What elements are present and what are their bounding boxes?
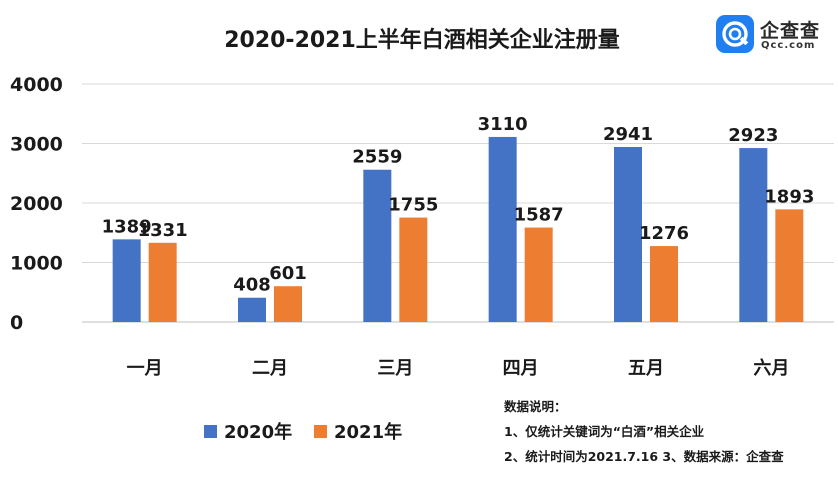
- brand-logo: 企查查 Qcc.com: [716, 15, 826, 55]
- x-tick-label: 五月: [628, 358, 664, 379]
- bar: [650, 246, 678, 322]
- data-label: 1331: [138, 220, 188, 241]
- bar: [399, 217, 428, 322]
- data-label: 2559: [352, 147, 402, 168]
- data-label: 601: [269, 263, 307, 284]
- y-axis: 0 1000 2000 3000 4000: [10, 74, 63, 334]
- bar: [112, 239, 141, 322]
- bar: [274, 286, 302, 322]
- notes-line-2: 2、统计时间为2021.7.16 3、数据来源：企查查: [504, 449, 784, 464]
- legend-swatch: [204, 425, 217, 438]
- qcc-logo-icon: [716, 15, 754, 53]
- x-axis: 一月 二月 三月 四月 五月 六月: [127, 357, 790, 379]
- x-tick-label: 一月: [127, 358, 163, 379]
- legend: 2020年 2021年: [204, 421, 402, 443]
- bar: [739, 148, 768, 322]
- bar: [488, 136, 517, 322]
- chart-title: 2020-2021上半年白酒相关企业注册量: [224, 27, 620, 53]
- data-label: 408: [233, 275, 271, 296]
- data-label: 2941: [603, 124, 653, 145]
- bar: [238, 297, 266, 322]
- y-tick-label: 1000: [10, 253, 63, 275]
- bars: [112, 136, 804, 322]
- notes-line-1: 1、仅统计关键词为“白酒”相关企业: [504, 424, 705, 439]
- data-label: 1389: [102, 216, 152, 237]
- data-label: 1276: [639, 223, 689, 244]
- notes-heading: 数据说明：: [504, 399, 567, 414]
- bar: [148, 242, 177, 322]
- data-notes: 数据说明： 1、仅统计关键词为“白酒”相关企业 2、统计时间为2021.7.16…: [504, 394, 784, 469]
- x-tick-label: 三月: [377, 358, 413, 379]
- y-tick-label: 3000: [10, 134, 63, 156]
- data-label: 1587: [514, 205, 564, 226]
- logo-domain: Qcc.com: [761, 40, 816, 51]
- data-label: 2923: [728, 125, 778, 146]
- bar: [363, 169, 392, 322]
- y-tick-label: 2000: [10, 193, 63, 215]
- logo-name: 企查查: [760, 20, 821, 42]
- bar: [614, 147, 642, 322]
- data-label: 3110: [478, 114, 528, 135]
- legend-label: 2020年: [224, 421, 292, 443]
- data-label: 1893: [764, 186, 814, 207]
- bar: [524, 227, 553, 322]
- gridlines: [82, 83, 834, 323]
- x-tick-label: 四月: [503, 358, 539, 379]
- x-tick-label: 六月: [753, 357, 789, 379]
- y-tick-label: 4000: [10, 74, 63, 96]
- x-tick-label: 二月: [252, 358, 288, 379]
- y-tick-label: 0: [10, 312, 23, 334]
- bar: [775, 209, 804, 322]
- legend-swatch: [314, 425, 327, 438]
- legend-label: 2021年: [334, 421, 402, 443]
- data-label: 1755: [388, 195, 438, 216]
